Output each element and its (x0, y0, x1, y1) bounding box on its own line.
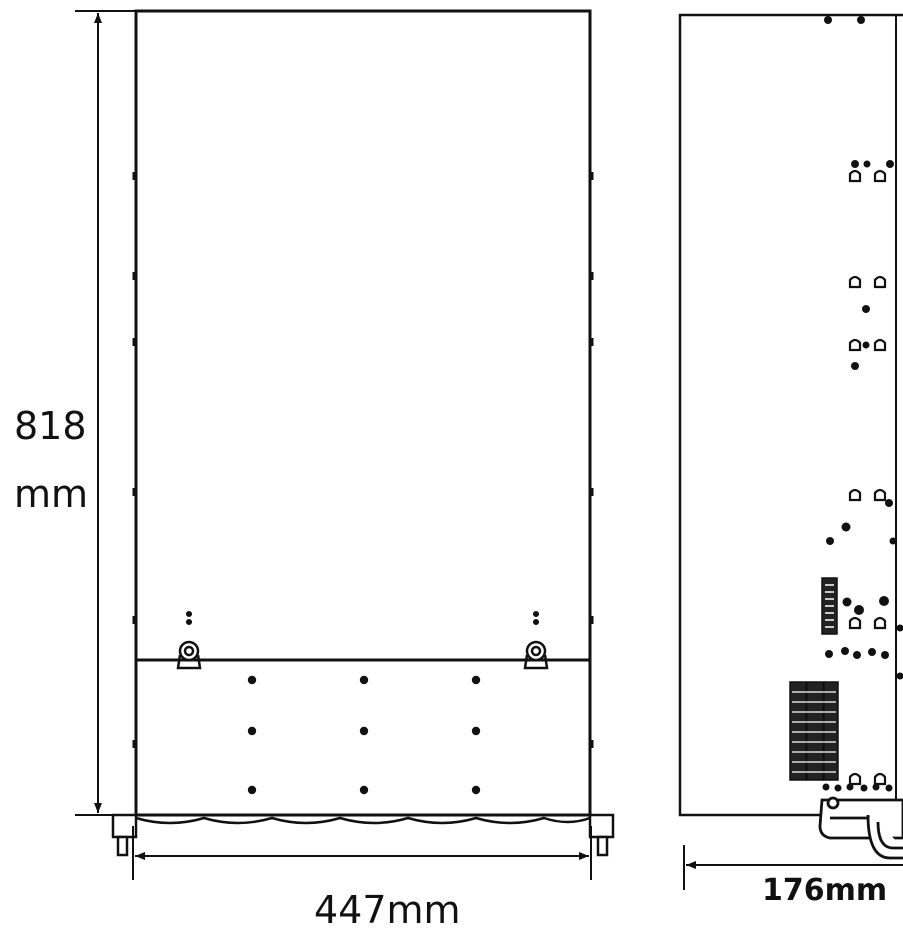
height-dimension-unit: mm (14, 472, 89, 516)
side-base-bracket (818, 796, 903, 860)
side-view (678, 13, 903, 860)
left-lifting-eye (176, 610, 202, 670)
side-connector-strip (821, 577, 838, 635)
height-dimension-value: 818 (14, 404, 87, 448)
depth-dimension-label: 176mm (762, 873, 888, 908)
right-lifting-eye (523, 610, 549, 670)
front-base-rail (111, 813, 615, 857)
side-terminal-lugs (848, 169, 887, 786)
front-enclosure-body (134, 9, 592, 817)
depth-dimension (683, 845, 903, 890)
side-terminal-blocks (789, 681, 839, 781)
front-screw-grid (247, 675, 481, 795)
width-dimension (132, 826, 592, 880)
front-edge-ticks (132, 172, 594, 748)
side-enclosure-body (678, 13, 903, 817)
side-mount-points (822, 16, 903, 792)
width-dimension-label: 447mm (314, 888, 461, 932)
height-dimension (75, 10, 136, 816)
front-view (111, 9, 615, 857)
